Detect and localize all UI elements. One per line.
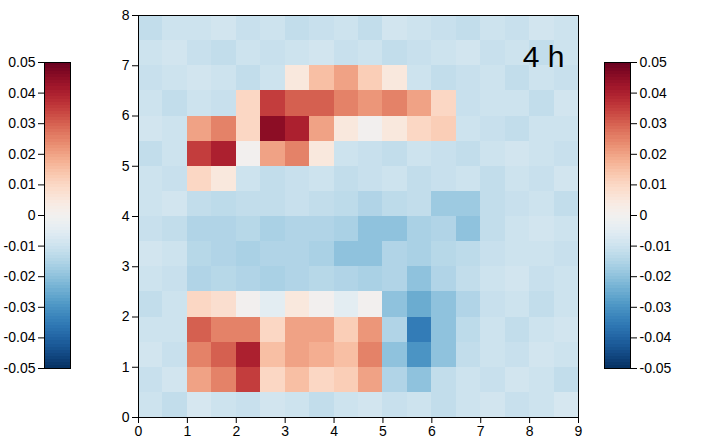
svg-text:3: 3	[122, 258, 130, 274]
svg-text:0.01: 0.01	[640, 176, 667, 192]
svg-text:2: 2	[232, 423, 240, 439]
svg-text:-0.04: -0.04	[4, 329, 36, 345]
svg-text:6: 6	[122, 107, 130, 123]
svg-text:0.05: 0.05	[640, 54, 667, 70]
svg-text:4: 4	[122, 208, 130, 224]
svg-text:9: 9	[575, 423, 583, 439]
svg-text:5: 5	[379, 423, 387, 439]
svg-text:-0.01: -0.01	[4, 238, 36, 254]
svg-text:0.04: 0.04	[8, 85, 35, 101]
svg-text:8: 8	[122, 7, 130, 23]
svg-text:0.02: 0.02	[8, 146, 35, 162]
svg-text:5: 5	[122, 158, 130, 174]
svg-text:0: 0	[135, 423, 143, 439]
svg-text:0: 0	[28, 207, 36, 223]
svg-text:-0.01: -0.01	[640, 238, 672, 254]
svg-text:4: 4	[330, 423, 338, 439]
svg-text:-0.05: -0.05	[4, 360, 36, 376]
svg-text:0.03: 0.03	[8, 115, 35, 131]
svg-text:0.03: 0.03	[640, 115, 667, 131]
svg-text:0.02: 0.02	[640, 146, 667, 162]
svg-text:-0.02: -0.02	[4, 268, 36, 284]
svg-text:-0.03: -0.03	[4, 299, 36, 315]
svg-text:-0.02: -0.02	[640, 268, 672, 284]
svg-text:0.01: 0.01	[8, 176, 35, 192]
svg-text:-0.05: -0.05	[640, 360, 672, 376]
svg-text:0.05: 0.05	[8, 54, 35, 70]
svg-text:7: 7	[122, 57, 130, 73]
svg-text:6: 6	[428, 423, 436, 439]
svg-text:7: 7	[477, 423, 485, 439]
svg-text:8: 8	[526, 423, 534, 439]
svg-text:2: 2	[122, 308, 130, 324]
svg-text:-0.04: -0.04	[640, 329, 672, 345]
svg-text:0.04: 0.04	[640, 85, 667, 101]
svg-text:-0.03: -0.03	[640, 299, 672, 315]
svg-text:3: 3	[281, 423, 289, 439]
svg-text:0: 0	[122, 409, 130, 425]
svg-text:1: 1	[183, 423, 191, 439]
svg-text:1: 1	[122, 359, 130, 375]
svg-text:4 h: 4 h	[523, 40, 565, 73]
svg-text:0: 0	[640, 207, 648, 223]
